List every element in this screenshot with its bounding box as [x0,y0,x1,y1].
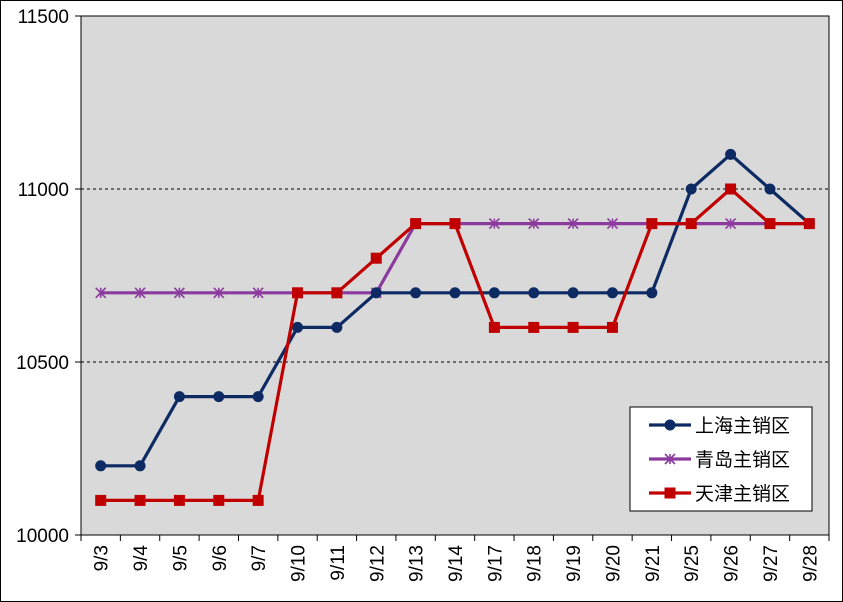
data-point [134,287,146,299]
x-tick-label: 9/7 [249,545,270,571]
data-point [410,287,422,299]
data-point [252,494,264,506]
legend-item: 上海主销区 [649,415,790,437]
data-point [725,183,737,195]
x-tick-label: 9/25 [682,545,703,582]
series-0 [95,148,815,472]
data-point [449,287,461,299]
x-tick-label: 9/4 [131,545,152,572]
data-point [488,287,500,299]
data-point [685,183,697,195]
data-point [764,218,776,230]
data-point [252,287,264,299]
data-point [567,321,579,333]
data-point [331,321,343,333]
data-point [134,494,146,506]
data-point [213,391,225,403]
legend-marker [664,453,676,465]
data-point [449,218,461,230]
data-point [213,494,225,506]
series-lines [95,148,815,506]
data-point [606,287,618,299]
y-tick-label: 10000 [16,526,69,547]
x-tick-label: 9/14 [446,545,467,582]
y-tick-label: 11500 [18,7,69,28]
data-point [646,287,658,299]
series-2 [95,183,815,506]
data-point [292,287,304,299]
x-tick-label: 9/6 [210,545,231,571]
data-point [606,321,618,333]
y-tick-label: 11000 [18,180,69,201]
legend-item: 天津主销区 [649,483,790,505]
x-tick-label: 9/19 [564,545,585,582]
legend-label: 青岛主销区 [695,449,790,471]
legend-label: 天津主销区 [695,483,790,505]
data-point [528,287,540,299]
data-point [213,287,225,299]
y-tick-label: 10500 [16,353,69,374]
x-tick-labels: 9/3 9/4 9/5 9/6 9/7 9/10 9/11 9/12 9/13 9/14 9/17 9… [80,535,830,582]
data-point [567,287,579,299]
data-point [725,218,737,230]
data-point [95,287,107,299]
data-point [331,287,343,299]
data-point [370,287,382,299]
data-point [803,218,815,230]
legend-item: 青岛主销区 [649,449,790,471]
x-tick-label: 9/27 [761,545,782,582]
plot-border [80,15,830,536]
x-tick-label: 9/21 [643,545,664,582]
data-point [252,391,264,403]
data-point [528,218,540,230]
x-tick-label: 9/13 [407,545,428,582]
data-point [528,321,540,333]
x-tick-label: 9/28 [800,545,821,582]
data-point [764,183,776,195]
x-tick-label: 9/17 [485,545,506,582]
data-point [488,218,500,230]
x-tick-label: 9/11 [328,545,349,581]
data-point [488,321,500,333]
x-tick-label: 9/10 [289,545,310,582]
data-point [685,218,697,230]
legend-label: 上海主销区 [695,415,790,437]
x-tick-label: 9/5 [170,545,191,571]
x-tick-label: 9/12 [367,545,388,582]
data-point [134,460,146,472]
data-point [173,391,185,403]
x-tick-label: 9/18 [525,545,546,582]
data-point [646,218,658,230]
data-point [370,252,382,264]
data-point [95,494,107,506]
data-point [95,460,107,472]
legend-marker [664,487,676,499]
gridlines [81,188,829,363]
data-point [567,218,579,230]
data-point [410,218,422,230]
legend-marker [664,419,676,431]
data-point [606,218,619,230]
y-tick-labels: 10000 10500 11000 11500 [16,7,81,547]
x-tick-label: 9/26 [722,545,743,582]
data-point [725,148,737,160]
data-point [173,287,185,299]
x-tick-label: 9/3 [92,545,113,571]
x-tick-label: 9/20 [603,545,624,582]
data-point [173,494,185,506]
data-point [292,321,304,333]
